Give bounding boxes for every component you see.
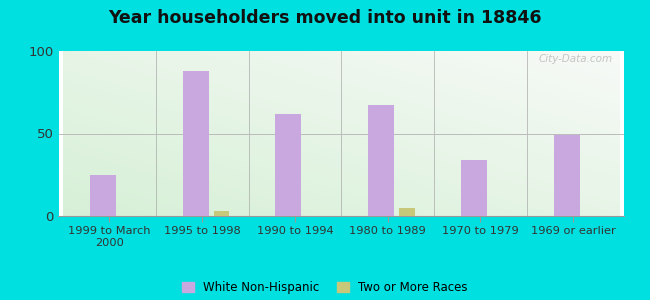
Bar: [90, 175, 116, 216]
Bar: [399, 208, 415, 216]
Bar: [214, 211, 229, 216]
Text: City-Data.com: City-Data.com: [539, 54, 613, 64]
Legend: White Non-Hispanic, Two or More Races: White Non-Hispanic, Two or More Races: [182, 281, 468, 294]
Bar: [276, 114, 302, 216]
Bar: [368, 105, 394, 216]
Text: Year householders moved into unit in 18846: Year householders moved into unit in 188…: [109, 9, 541, 27]
Bar: [183, 71, 209, 216]
Bar: [461, 160, 487, 216]
Bar: [554, 135, 580, 216]
